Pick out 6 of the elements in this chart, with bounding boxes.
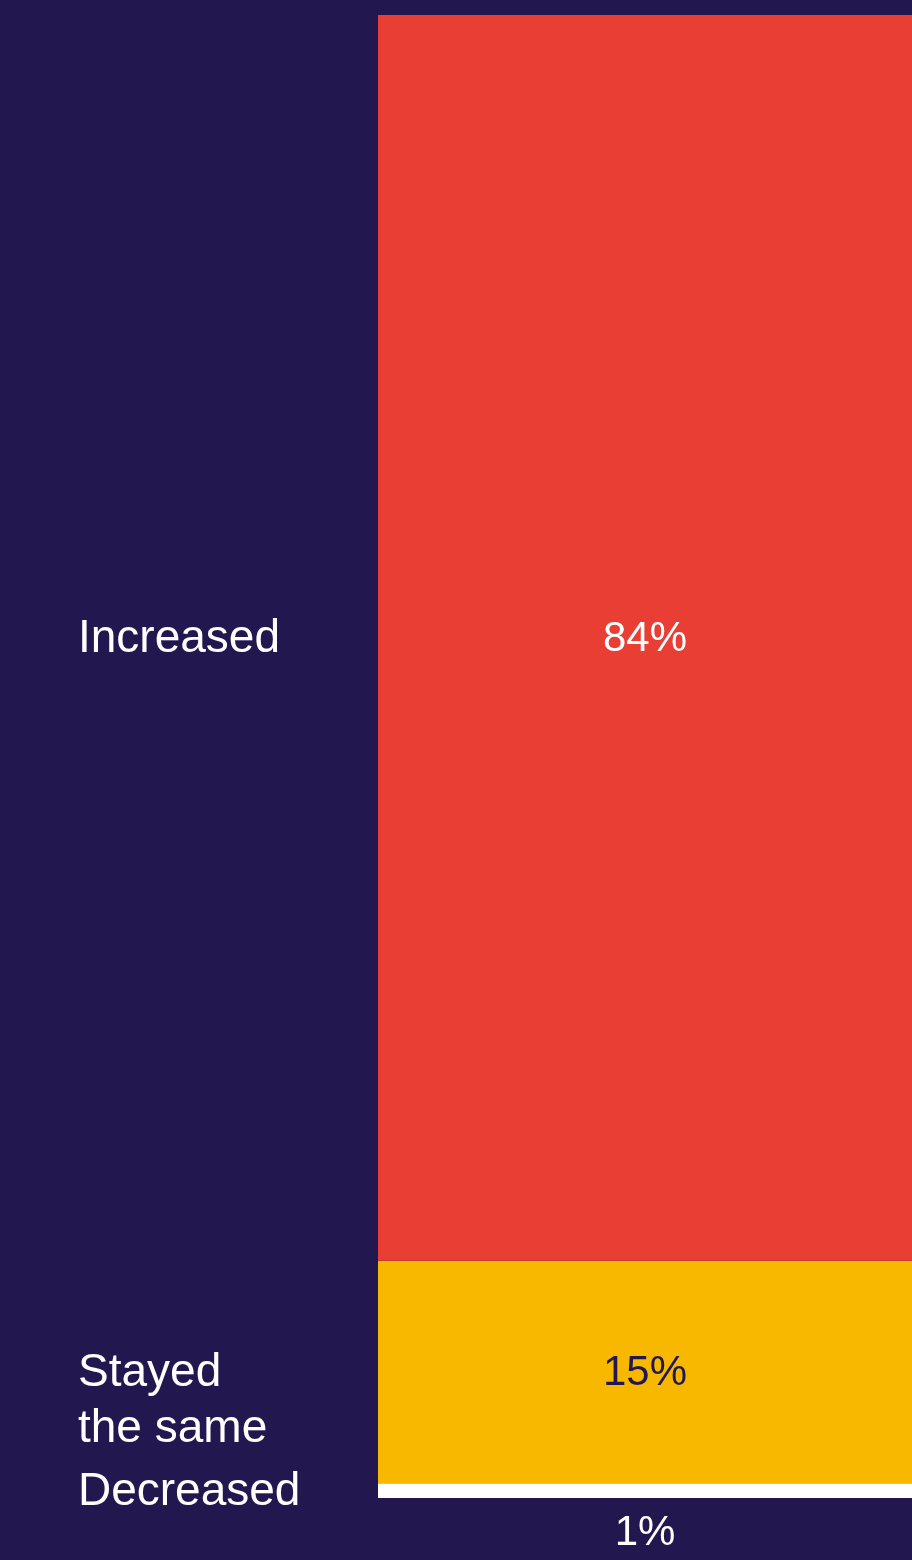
series-label: Decreased <box>78 1462 301 1515</box>
text: Stayed the same <box>78 1343 268 1452</box>
data-label: 15% <box>602 1346 688 1394</box>
data-label: 1% <box>614 1507 676 1554</box>
text: Increased <box>78 609 281 662</box>
data-label: 84% <box>602 612 688 660</box>
